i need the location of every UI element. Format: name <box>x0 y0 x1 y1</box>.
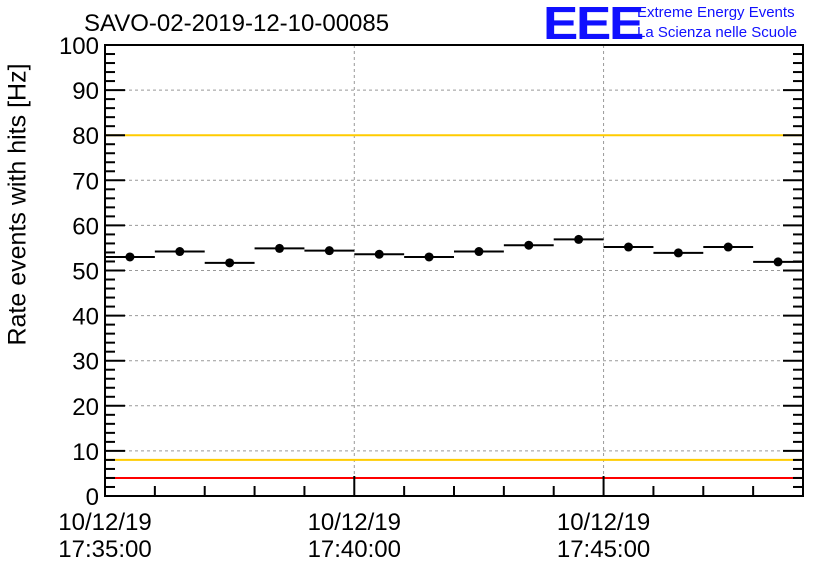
y-tick-label: 30 <box>72 349 99 376</box>
y-tick-label: 50 <box>72 259 99 286</box>
y-tick-label: 90 <box>72 78 99 105</box>
eee-logo: EEE <box>543 0 644 49</box>
data-point <box>374 249 384 259</box>
x-tick-label-time: 17:45:00 <box>557 536 650 563</box>
data-point <box>624 242 633 252</box>
data-point <box>424 252 434 262</box>
x-tick-label-time: 17:40:00 <box>308 536 401 563</box>
y-axis-label: Rate events with hits [Hz] <box>3 63 32 346</box>
data-point <box>773 257 783 267</box>
x-tick-label-time: 17:35:00 <box>58 536 151 563</box>
data-point <box>673 248 683 258</box>
x-tick-label-date: 10/12/19 <box>58 509 151 536</box>
x-tick-label-date: 10/12/19 <box>308 509 401 536</box>
data-point <box>524 240 534 250</box>
data-point <box>175 247 185 257</box>
y-tick-label: 80 <box>72 123 99 150</box>
data-point <box>125 252 135 262</box>
y-tick-label: 0 <box>86 484 99 511</box>
y-tick-label: 20 <box>72 394 99 421</box>
logo-line-1: Extreme Energy Events <box>637 4 795 21</box>
y-tick-label: 100 <box>59 33 99 60</box>
chart-title: SAVO-02-2019-12-10-00085 <box>84 10 390 37</box>
logo-line-2: La Scienza nelle Scuole <box>637 24 798 41</box>
data-point <box>474 247 484 257</box>
y-tick-label: 70 <box>72 168 99 195</box>
data-point <box>723 242 733 252</box>
y-tick-label: 40 <box>72 304 99 331</box>
data-point <box>574 234 584 244</box>
y-tick-label: 60 <box>72 213 99 240</box>
y-tick-label: 10 <box>72 439 99 466</box>
data-point <box>324 246 334 256</box>
data-point <box>225 258 235 268</box>
x-tick-label-date: 10/12/19 <box>557 509 650 536</box>
data-point <box>275 243 284 253</box>
